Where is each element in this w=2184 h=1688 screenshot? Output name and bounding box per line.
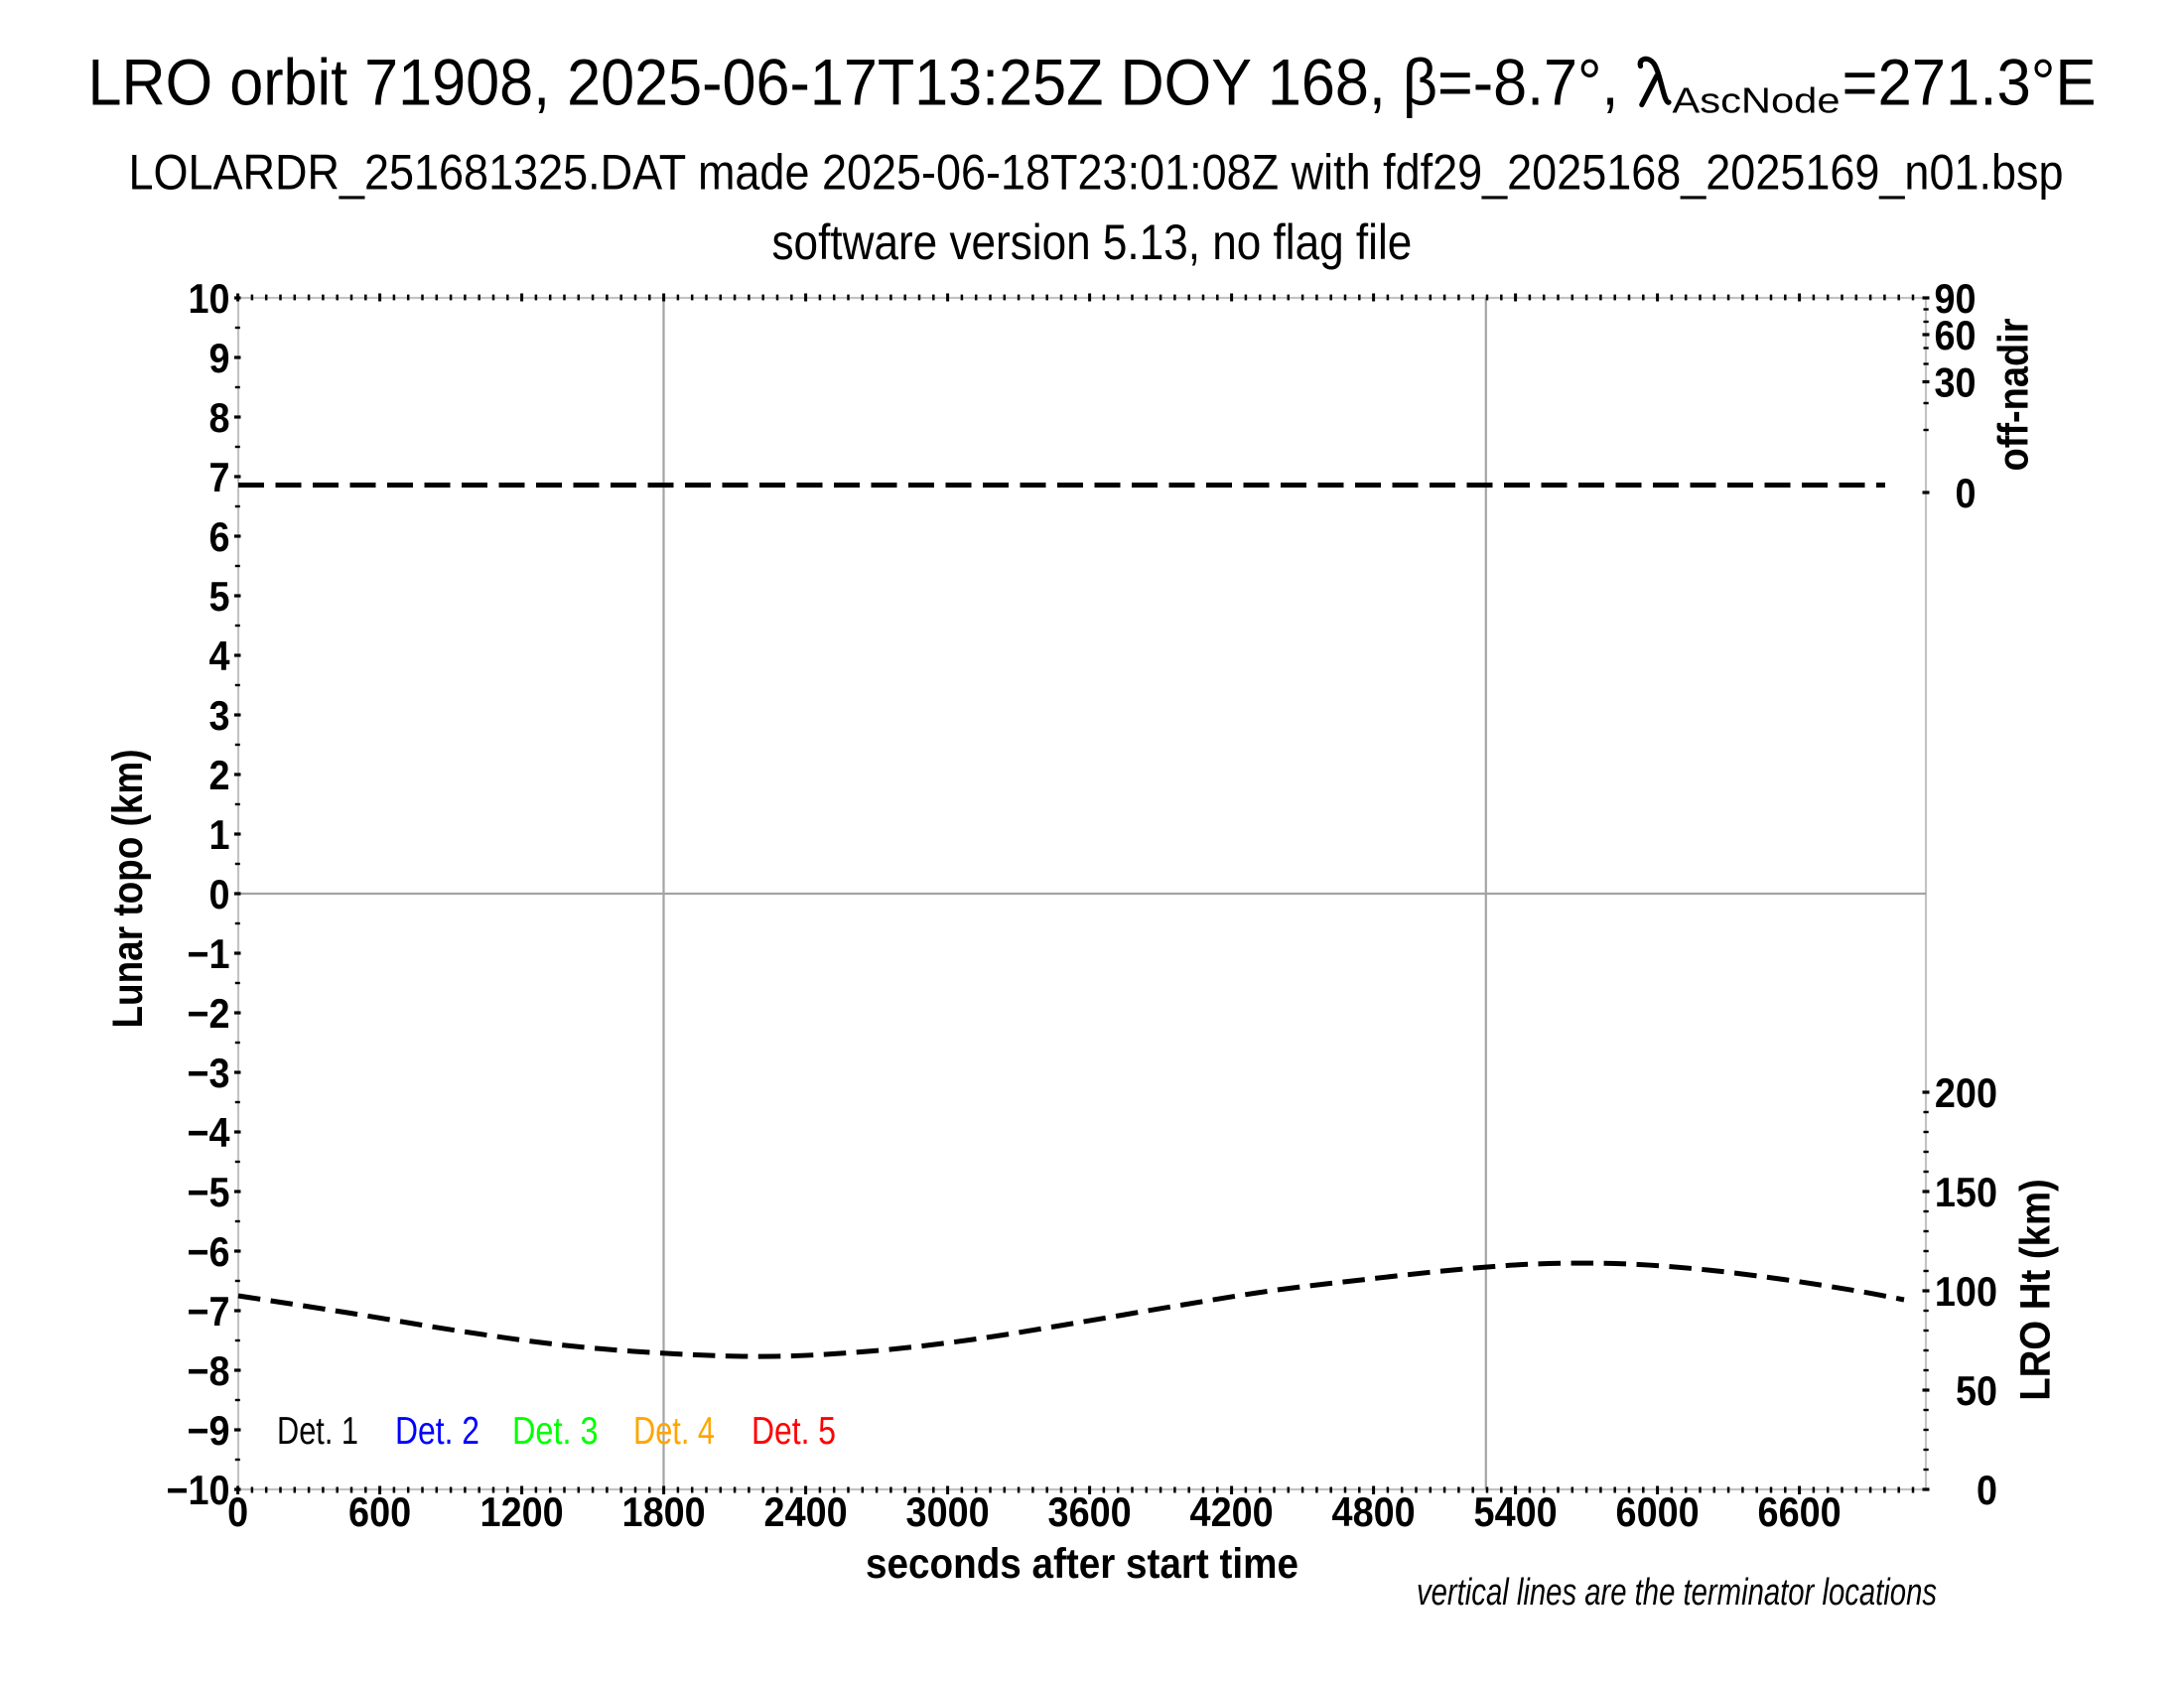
- svg-text:2: 2: [209, 752, 230, 798]
- svg-text:6: 6: [209, 513, 230, 560]
- svg-text:−3: −3: [187, 1050, 229, 1096]
- svg-text:−1: −1: [187, 930, 229, 977]
- svg-text:3: 3: [209, 692, 230, 739]
- svg-text:−8: −8: [187, 1347, 229, 1394]
- svg-text:Det. 5: Det. 5: [751, 1410, 836, 1453]
- svg-text:4200: 4200: [1190, 1488, 1274, 1535]
- svg-text:off-nadir: off-nadir: [1990, 318, 2038, 471]
- svg-text:100: 100: [1935, 1268, 1997, 1315]
- svg-text:0: 0: [227, 1488, 248, 1535]
- svg-text:seconds after start time: seconds after start time: [866, 1540, 1298, 1588]
- svg-text:6000: 6000: [1616, 1488, 1700, 1535]
- svg-text:150: 150: [1935, 1169, 1997, 1215]
- svg-text:1200: 1200: [480, 1488, 564, 1535]
- svg-text:10: 10: [189, 275, 230, 322]
- svg-text:Lunar topo (km): Lunar topo (km): [104, 750, 152, 1029]
- svg-text:0: 0: [1977, 1467, 1997, 1513]
- svg-text:software version 5.13, no flag: software version 5.13, no flag file: [772, 214, 1413, 270]
- svg-text:−2: −2: [187, 990, 229, 1037]
- svg-text:3600: 3600: [1048, 1488, 1132, 1535]
- svg-text:200: 200: [1935, 1069, 1997, 1116]
- svg-text:LRO Ht (km): LRO Ht (km): [2012, 1179, 2060, 1401]
- svg-text:LRO orbit 71908, 2025-06-17T13: LRO orbit 71908, 2025-06-17T13:25Z DOY 1…: [88, 46, 1619, 119]
- svg-text:0: 0: [209, 871, 230, 917]
- svg-text:30: 30: [1935, 359, 1977, 406]
- svg-text:5: 5: [209, 573, 230, 620]
- svg-text:−5: −5: [187, 1169, 229, 1215]
- svg-text:60: 60: [1935, 312, 1977, 358]
- svg-text:Det. 4: Det. 4: [633, 1410, 715, 1453]
- svg-text:3000: 3000: [906, 1488, 990, 1535]
- svg-text:6600: 6600: [1758, 1488, 1842, 1535]
- svg-text:−4: −4: [187, 1109, 230, 1156]
- svg-text:8: 8: [209, 394, 230, 441]
- svg-text:−9: −9: [187, 1407, 229, 1454]
- svg-text:90: 90: [1935, 275, 1977, 322]
- svg-text:0: 0: [1956, 470, 1977, 516]
- svg-text:−7: −7: [187, 1288, 229, 1335]
- svg-text:2400: 2400: [764, 1488, 848, 1535]
- svg-text:LOLARDR_251681325.DAT made 202: LOLARDR_251681325.DAT made 2025-06-18T23…: [129, 144, 2064, 200]
- svg-text:Det. 1: Det. 1: [277, 1410, 358, 1453]
- svg-text:1800: 1800: [622, 1488, 706, 1535]
- svg-text:Det. 3: Det. 3: [512, 1410, 599, 1453]
- svg-text:Det. 2: Det. 2: [395, 1410, 479, 1453]
- svg-text:5400: 5400: [1474, 1488, 1558, 1535]
- svg-text:7: 7: [209, 454, 230, 500]
- svg-text:−10: −10: [166, 1467, 229, 1513]
- svg-text:=271.3°E: =271.3°E: [1843, 46, 2097, 119]
- svg-text:1: 1: [209, 811, 230, 858]
- svg-text:50: 50: [1956, 1367, 1997, 1414]
- svg-text:vertical lines are the termina: vertical lines are the terminator locati…: [1417, 1572, 1937, 1614]
- svg-text:AscNode: AscNode: [1673, 80, 1841, 121]
- svg-text:−6: −6: [187, 1228, 229, 1275]
- svg-text:4800: 4800: [1332, 1488, 1416, 1535]
- svg-text:9: 9: [209, 335, 230, 381]
- svg-text:600: 600: [348, 1488, 411, 1535]
- svg-text:4: 4: [209, 633, 231, 679]
